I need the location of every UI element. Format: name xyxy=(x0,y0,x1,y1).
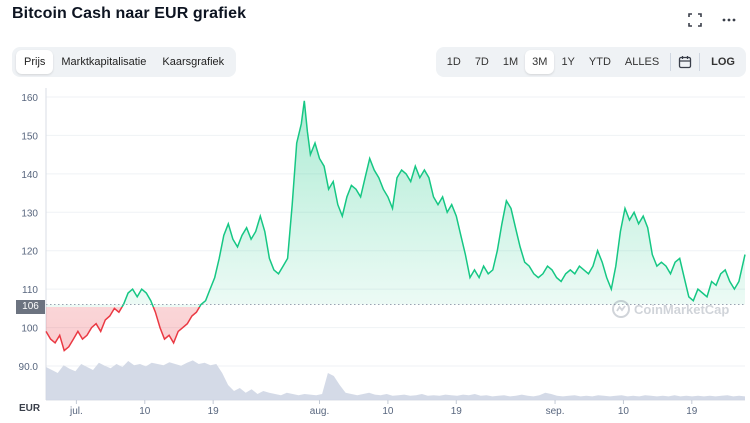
y-tick-label: 140 xyxy=(21,170,38,181)
y-tick-label: 120 xyxy=(21,247,38,258)
range-divider xyxy=(670,53,672,71)
watermark-text: CoinMarketCap xyxy=(634,301,730,317)
calendar-icon[interactable] xyxy=(675,52,695,72)
y-tick-label: 90.0 xyxy=(19,362,39,373)
log-scale-toggle[interactable]: LOG xyxy=(711,56,735,68)
tab-market-cap[interactable]: Marktkapitalisatie xyxy=(61,56,147,68)
range-all-button[interactable]: ALLES xyxy=(624,56,660,68)
volume-area xyxy=(46,360,745,400)
x-tick-label: 10 xyxy=(382,406,394,417)
price-line-down xyxy=(45,307,201,352)
range-1y-button[interactable]: 1Y xyxy=(561,56,575,68)
range-selector: 1D 7D 1M 3M 1Y YTD ALLES LOG xyxy=(435,47,746,77)
y-tick-label: 160 xyxy=(21,93,38,104)
range-7d-button[interactable]: 7D xyxy=(474,56,489,68)
range-ytd-button[interactable]: YTD xyxy=(588,56,611,68)
y-tick-label: 130 xyxy=(21,208,38,219)
coinmarketcap-logo-icon xyxy=(612,300,630,318)
y-tick-label: 100 xyxy=(21,324,38,335)
tab-price[interactable]: Prijs xyxy=(16,50,54,74)
x-tick-label: jul. xyxy=(69,406,83,417)
x-tick-label: aug. xyxy=(310,406,329,417)
range-group: 1D 7D 1M 3M 1Y YTD ALLES LOG xyxy=(435,47,746,77)
watermark: CoinMarketCap xyxy=(612,300,729,318)
chart-type-tabs: Prijs Marktkapitalisatie Kaarsgrafiek xyxy=(12,47,237,77)
range-1d-button[interactable]: 1D xyxy=(446,56,461,68)
y-tick-label: 110 xyxy=(22,285,38,296)
more-icon[interactable] xyxy=(718,9,740,31)
range-3m-button[interactable]: 3M xyxy=(525,50,555,74)
fullscreen-icon[interactable] xyxy=(684,9,706,31)
chart-title: Bitcoin Cash naar EUR grafiek xyxy=(12,5,247,22)
x-tick-label: 10 xyxy=(139,406,151,417)
x-tick-label: sep. xyxy=(546,406,565,417)
y-tick-label: 150 xyxy=(21,131,38,142)
x-tick-label: 10 xyxy=(618,406,630,417)
currency-label: EUR xyxy=(19,403,41,414)
price-line-up xyxy=(121,100,746,307)
x-tick-label: 19 xyxy=(451,406,463,417)
x-tick-label: 19 xyxy=(208,406,220,417)
price-area-up xyxy=(46,100,745,307)
x-tick-label: 19 xyxy=(686,406,698,417)
range-1m-button[interactable]: 1M xyxy=(502,56,519,68)
log-divider xyxy=(699,53,701,71)
tab-candlestick[interactable]: Kaarsgrafiek xyxy=(162,56,225,68)
baseline-price-marker: 106 xyxy=(16,300,45,314)
price-area-down xyxy=(46,307,200,351)
